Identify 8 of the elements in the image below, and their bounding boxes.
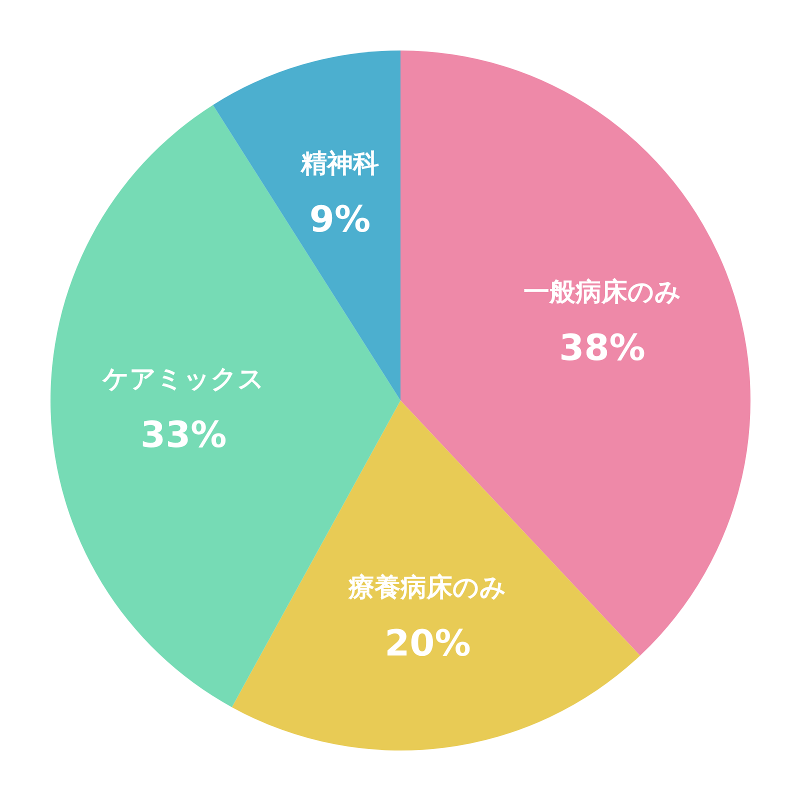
data-label: 33% — [140, 414, 227, 456]
slice-label: ケアミックス — [102, 364, 265, 394]
data-label: 9% — [309, 200, 371, 241]
slice-label: 療養病床のみ — [348, 572, 507, 603]
data-label: 20% — [384, 623, 471, 664]
slice-label: 一般病床のみ — [523, 278, 682, 308]
data-label: 38% — [559, 328, 646, 370]
slice-label: 精神科 — [300, 149, 379, 180]
